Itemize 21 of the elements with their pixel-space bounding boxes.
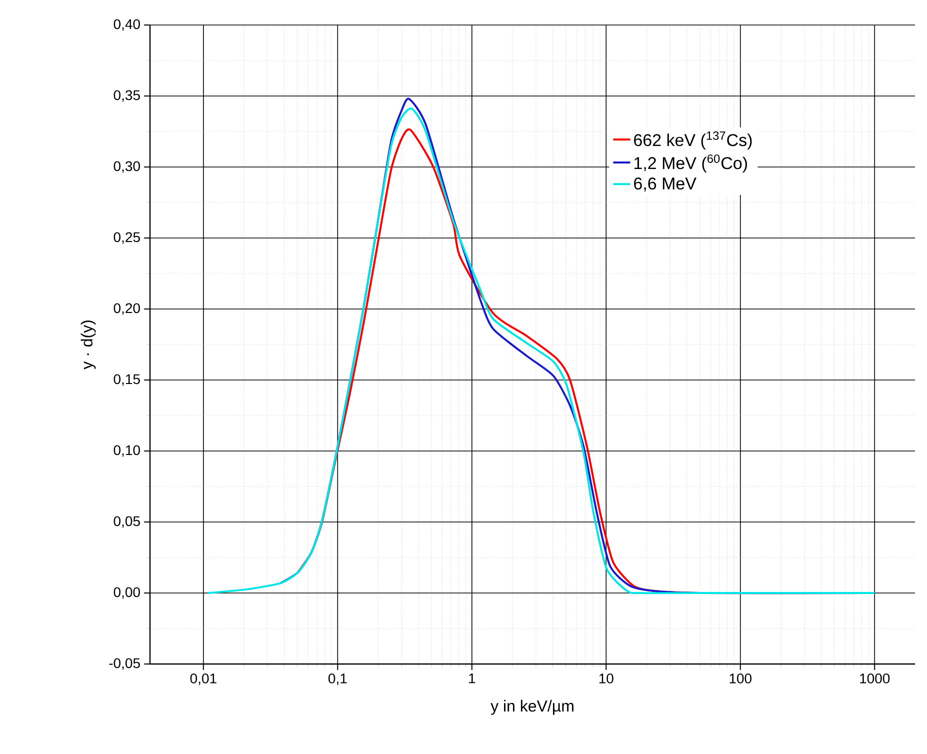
x-tick-label: 1000 (860, 674, 890, 684)
y-tick-label: 0,10 (114, 445, 140, 457)
x-tick-label: 100 (730, 674, 752, 684)
legend-label: 1,2 MeV ($^{60}$Co) (634, 154, 747, 173)
y-tick-label: 0,25 (114, 232, 140, 244)
y-tick-label: 0,20 (114, 303, 140, 315)
legend-label: 662 keV ($^{137}$Cs) (634, 131, 752, 150)
x-tick-label: 10 (599, 674, 614, 684)
x-axis-title: y in keV/µm (490, 700, 574, 715)
x-tick-label: 0,1 (328, 674, 347, 686)
x-tick-label: 1 (469, 674, 476, 684)
legend-label: 6,6 MeV (634, 177, 696, 192)
y-tick-label: 0,00 (114, 587, 140, 599)
y-tick-label: 0,15 (114, 374, 140, 386)
y-tick-label: 0,35 (114, 90, 140, 102)
y-tick-label: -0,05 (109, 658, 140, 670)
x-tick-label: 0,01 (190, 674, 216, 686)
y-tick-label: 0,05 (114, 516, 140, 528)
y-tick-label: 0,40 (114, 19, 140, 31)
y-tick-label: 0,30 (114, 161, 140, 173)
y-axis-title: y · d(y) (80, 320, 96, 370)
